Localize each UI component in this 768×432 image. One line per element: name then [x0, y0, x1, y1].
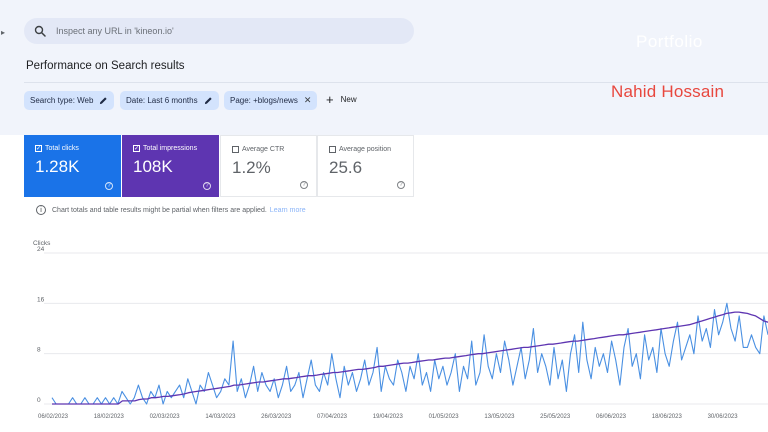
- page-title: Performance on Search results: [26, 60, 185, 72]
- filter-chip-label: Search type: Web: [30, 96, 94, 105]
- edit-icon[interactable]: [99, 96, 108, 105]
- info-icon: i: [36, 205, 46, 215]
- help-icon[interactable]: ?: [397, 181, 405, 189]
- x-tick-label: 02/03/2023: [150, 414, 181, 420]
- new-filter-button[interactable]: + New: [326, 93, 357, 106]
- metric-card-total-impressions[interactable]: ✓ Total impressions 108K ?: [122, 135, 219, 197]
- x-tick-label: 06/06/2023: [596, 414, 627, 420]
- checkbox-unchecked-icon[interactable]: [232, 146, 239, 153]
- x-tick-label: 07/04/2023: [317, 414, 348, 420]
- y-tick-label: 8: [37, 347, 41, 354]
- filter-chip-search-type[interactable]: Search type: Web: [24, 91, 115, 110]
- x-tick-label: 18/06/2023: [652, 414, 683, 420]
- header-divider: [24, 82, 768, 83]
- metric-value: 1.2%: [232, 158, 271, 177]
- filter-chip-label: Date: Last 6 months: [126, 96, 198, 105]
- y-axis-title: Clicks: [33, 240, 51, 247]
- author-name: Nahid Hossain: [611, 82, 725, 101]
- help-icon[interactable]: ?: [105, 182, 113, 190]
- x-tick-label: 30/06/2023: [708, 414, 739, 420]
- metric-card-average-position[interactable]: Average position 25.6 ?: [317, 135, 414, 197]
- metric-value: 25.6: [329, 158, 363, 177]
- metric-label: Average CTR: [242, 146, 285, 153]
- portfolio-watermark: Portfolio: [636, 32, 703, 51]
- search-icon: [34, 25, 46, 37]
- partial-data-note: i Chart totals and table results might b…: [36, 205, 306, 215]
- edit-icon[interactable]: [204, 96, 213, 105]
- x-tick-label: 18/02/2023: [94, 414, 125, 420]
- x-tick-label: 25/05/2023: [540, 414, 571, 420]
- close-icon[interactable]: ✕: [303, 95, 312, 105]
- y-tick-label: 16: [37, 296, 45, 303]
- learn-more-link[interactable]: Learn more: [269, 206, 306, 214]
- help-icon[interactable]: ?: [300, 181, 308, 189]
- filter-chip-date[interactable]: Date: Last 6 months: [120, 91, 219, 110]
- nav-expand-icon[interactable]: ▸: [1, 28, 6, 37]
- note-text: Chart totals and table results might be …: [52, 206, 267, 214]
- checkbox-checked-icon[interactable]: ✓: [133, 145, 140, 152]
- x-tick-label: 26/03/2023: [261, 414, 292, 420]
- performance-chart: Clicks 0 8 16 24 06/02/2023 18/02/2023 02/03/20…: [33, 240, 768, 420]
- new-filter-label: New: [340, 95, 357, 104]
- y-tick-label: 24: [37, 246, 45, 253]
- url-inspect-input[interactable]: [56, 26, 396, 36]
- x-tick-label: 01/05/2023: [429, 414, 460, 420]
- metric-label: Total impressions: [143, 145, 198, 152]
- help-icon[interactable]: ?: [203, 182, 211, 190]
- x-tick-label: 14/03/2023: [205, 414, 236, 420]
- metric-label: Total clicks: [45, 145, 79, 152]
- metric-label: Average position: [339, 146, 392, 153]
- metric-value: 1.28K: [35, 157, 80, 176]
- x-tick-label: 06/02/2023: [38, 414, 69, 420]
- metric-value: 108K: [133, 157, 173, 176]
- metric-card-average-ctr[interactable]: Average CTR 1.2% ?: [220, 135, 317, 197]
- filter-chip-page[interactable]: Page: +blogs/news ✕: [224, 91, 318, 110]
- series-line-impressions: [52, 311, 768, 405]
- filter-chip-label: Page: +blogs/news: [230, 96, 298, 105]
- url-inspect-bar[interactable]: [24, 18, 414, 44]
- series-line-clicks: [51, 302, 768, 405]
- checkbox-unchecked-icon[interactable]: [329, 146, 336, 153]
- x-tick-label: 13/05/2023: [484, 414, 515, 420]
- plus-icon: +: [326, 92, 334, 107]
- metric-card-total-clicks[interactable]: ✓ Total clicks 1.28K ?: [24, 135, 121, 197]
- checkbox-checked-icon[interactable]: ✓: [35, 145, 42, 152]
- x-tick-label: 19/04/2023: [373, 414, 404, 420]
- y-tick-label: 0: [37, 397, 41, 404]
